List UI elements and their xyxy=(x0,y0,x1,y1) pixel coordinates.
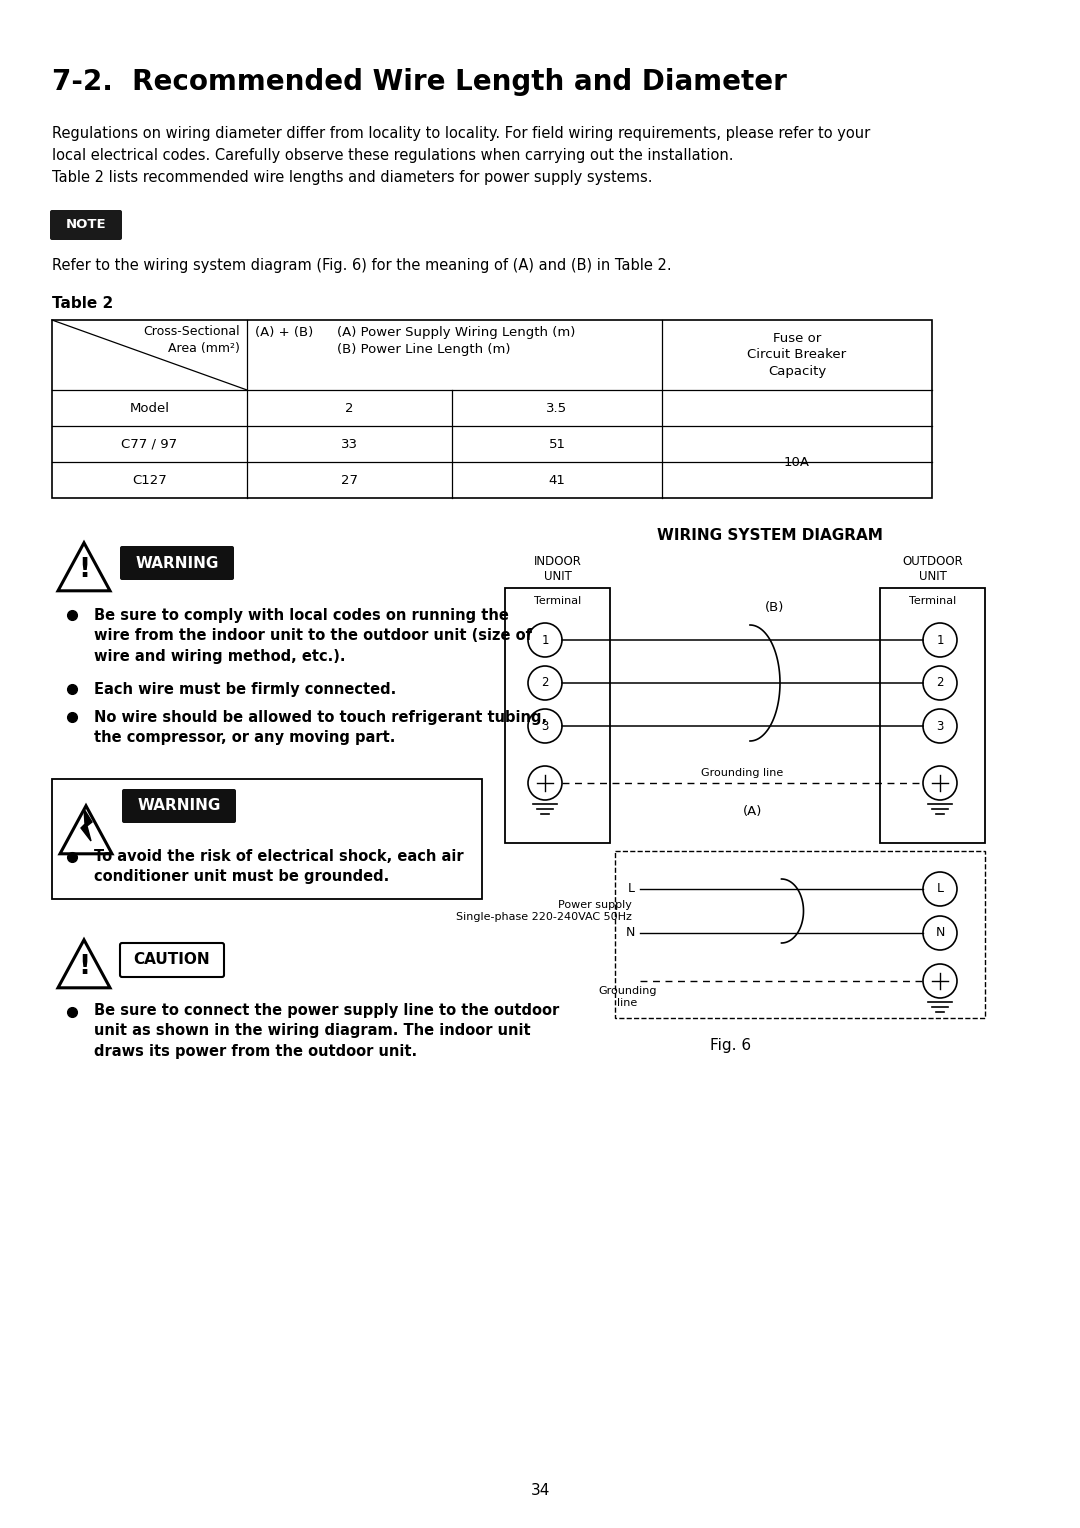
Text: Table 2 lists recommended wire lengths and diameters for power supply systems.: Table 2 lists recommended wire lengths a… xyxy=(52,170,652,185)
Text: 2: 2 xyxy=(346,402,354,414)
Text: To avoid the risk of electrical shock, each air
conditioner unit must be grounde: To avoid the risk of electrical shock, e… xyxy=(94,850,463,885)
Text: C77 / 97: C77 / 97 xyxy=(121,437,177,451)
Text: !: ! xyxy=(78,558,90,584)
Text: (A): (A) xyxy=(743,805,762,817)
Text: Terminal: Terminal xyxy=(909,596,956,607)
Text: 51: 51 xyxy=(549,437,566,451)
Text: Refer to the wiring system diagram (Fig. 6) for the meaning of (A) and (B) in Ta: Refer to the wiring system diagram (Fig.… xyxy=(52,258,672,274)
Bar xyxy=(52,779,482,898)
Polygon shape xyxy=(81,808,92,840)
Text: (A) Power Supply Wiring Length (m)
(B) Power Line Length (m): (A) Power Supply Wiring Length (m) (B) P… xyxy=(337,325,576,356)
Text: INDOOR
UNIT: INDOOR UNIT xyxy=(534,555,581,584)
Text: Power supply
Single-phase 220-240VAC 50Hz: Power supply Single-phase 220-240VAC 50H… xyxy=(456,900,632,923)
Bar xyxy=(615,851,985,1018)
Text: 33: 33 xyxy=(341,437,357,451)
Text: WARNING: WARNING xyxy=(137,799,220,813)
Text: 10A: 10A xyxy=(784,455,810,469)
Text: (B): (B) xyxy=(766,602,785,614)
Text: L: L xyxy=(627,883,635,895)
Bar xyxy=(880,588,985,843)
Text: Fig. 6: Fig. 6 xyxy=(710,1038,751,1053)
Text: Fuse or
Circuit Breaker
Capacity: Fuse or Circuit Breaker Capacity xyxy=(747,332,847,379)
Text: 41: 41 xyxy=(549,474,566,486)
Text: Cross-Sectional
Area (mm²): Cross-Sectional Area (mm²) xyxy=(144,325,240,354)
Text: 7-2.  Recommended Wire Length and Diameter: 7-2. Recommended Wire Length and Diamete… xyxy=(52,69,787,96)
Text: 3: 3 xyxy=(936,720,944,732)
Text: OUTDOOR
UNIT: OUTDOOR UNIT xyxy=(902,555,963,584)
Text: NOTE: NOTE xyxy=(66,219,106,232)
Text: local electrical codes. Carefully observe these regulations when carrying out th: local electrical codes. Carefully observ… xyxy=(52,148,733,163)
Text: Regulations on wiring diameter differ from locality to locality. For field wirin: Regulations on wiring diameter differ fr… xyxy=(52,125,870,141)
FancyBboxPatch shape xyxy=(50,209,122,240)
Text: 2: 2 xyxy=(936,677,944,689)
Text: Each wire must be firmly connected.: Each wire must be firmly connected. xyxy=(94,681,396,697)
Text: 34: 34 xyxy=(530,1484,550,1497)
Text: WARNING: WARNING xyxy=(135,556,218,570)
Text: No wire should be allowed to touch refrigerant tubing,
the compressor, or any mo: No wire should be allowed to touch refri… xyxy=(94,711,548,746)
Text: L: L xyxy=(936,883,944,895)
Text: Model: Model xyxy=(130,402,170,414)
Bar xyxy=(52,319,932,498)
Text: WIRING SYSTEM DIAGRAM: WIRING SYSTEM DIAGRAM xyxy=(657,529,883,542)
Text: Table 2: Table 2 xyxy=(52,296,113,312)
Text: 27: 27 xyxy=(341,474,357,486)
Text: Terminal: Terminal xyxy=(534,596,581,607)
Text: N: N xyxy=(935,926,945,940)
Text: 3.5: 3.5 xyxy=(546,402,568,414)
Text: (A) + (B): (A) + (B) xyxy=(255,325,313,339)
FancyBboxPatch shape xyxy=(120,943,224,976)
Text: Grounding line: Grounding line xyxy=(701,769,784,778)
FancyBboxPatch shape xyxy=(120,545,234,581)
Text: Be sure to comply with local codes on running the
wire from the indoor unit to t: Be sure to comply with local codes on ru… xyxy=(94,608,532,663)
Text: 1: 1 xyxy=(936,634,944,646)
Bar xyxy=(505,588,610,843)
Text: N: N xyxy=(625,926,635,940)
Text: CAUTION: CAUTION xyxy=(134,952,211,967)
Text: Grounding
line: Grounding line xyxy=(598,986,657,1007)
Text: 1: 1 xyxy=(541,634,549,646)
Text: 2: 2 xyxy=(541,677,549,689)
Text: Be sure to connect the power supply line to the outdoor
unit as shown in the wir: Be sure to connect the power supply line… xyxy=(94,1002,559,1059)
FancyBboxPatch shape xyxy=(122,788,237,824)
Text: C127: C127 xyxy=(132,474,167,486)
Text: !: ! xyxy=(78,953,90,979)
Text: 3: 3 xyxy=(541,720,549,732)
